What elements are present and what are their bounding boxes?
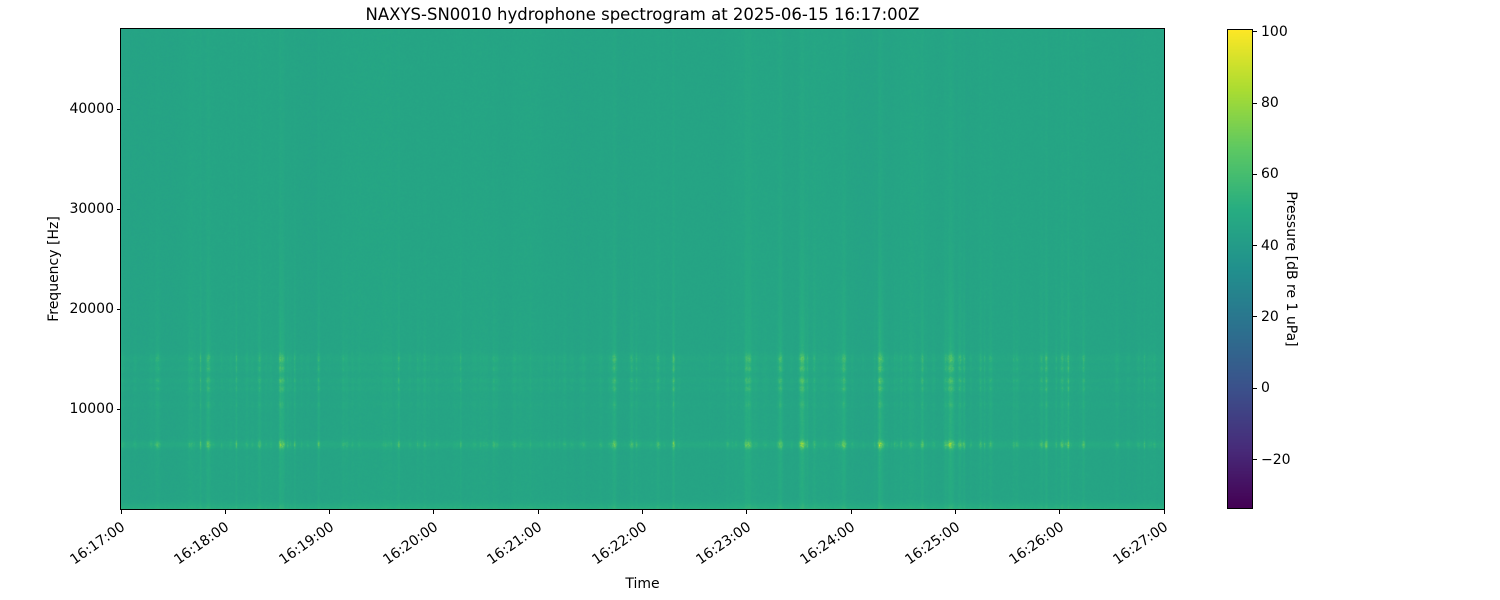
y-tick-label: 10000 (69, 401, 114, 417)
x-tick-label: 16:21:00 (484, 519, 546, 569)
colorbar-tick-label: 80 (1261, 95, 1279, 112)
chart-title: NAXYS-SN0010 hydrophone spectrogram at 2… (365, 5, 920, 24)
y-tick-mark (117, 108, 121, 110)
x-tick-mark (120, 510, 122, 514)
colorbar-gradient (1228, 30, 1252, 508)
colorbar-tick-mark (1253, 459, 1257, 461)
x-tick-mark (224, 510, 226, 514)
x-tick-label: 16:18:00 (171, 519, 233, 569)
colorbar-tick-label: 100 (1261, 23, 1288, 40)
colorbar-tick-label: −20 (1261, 451, 1291, 468)
x-tick-label: 16:24:00 (797, 519, 859, 569)
spectrogram-plot-area (120, 28, 1165, 510)
y-tick-mark (117, 308, 121, 310)
colorbar-tick-mark (1253, 316, 1257, 318)
colorbar-tick-mark (1253, 102, 1257, 104)
x-tick-label: 16:19:00 (276, 519, 337, 569)
x-tick-mark (642, 510, 643, 514)
x-tick-mark (850, 510, 852, 514)
x-tick-mark (1059, 510, 1061, 514)
x-tick-mark (1163, 510, 1165, 514)
colorbar-tick-mark (1253, 387, 1257, 389)
colorbar-tick-mark (1253, 31, 1257, 33)
y-tick-label: 20000 (69, 301, 114, 317)
colorbar-tick-mark (1253, 245, 1257, 247)
spectrogram-canvas (121, 29, 1164, 509)
x-tick-label: 16:23:00 (693, 519, 754, 569)
x-tick-label: 16:25:00 (901, 519, 963, 569)
y-tick-mark (117, 208, 121, 210)
x-axis-label: Time (625, 576, 660, 592)
y-tick-label: 30000 (69, 201, 114, 217)
x-tick-mark (537, 510, 539, 514)
colorbar-tick-label: 20 (1261, 308, 1279, 325)
x-tick-mark (746, 510, 748, 514)
colorbar-tick-mark (1253, 173, 1257, 175)
x-tick-mark (954, 510, 956, 514)
colorbar (1227, 29, 1253, 509)
y-tick-label: 40000 (69, 101, 114, 117)
colorbar-tick-label: 40 (1261, 237, 1279, 254)
x-tick-mark (329, 510, 331, 514)
x-tick-label: 16:22:00 (588, 519, 650, 569)
x-tick-label: 16:17:00 (67, 519, 129, 569)
y-tick-mark (117, 408, 121, 410)
x-tick-label: 16:27:00 (1110, 519, 1172, 569)
colorbar-tick-label: 0 (1261, 380, 1270, 397)
x-tick-label: 16:20:00 (380, 519, 442, 569)
colorbar-tick-label: 60 (1261, 166, 1279, 183)
x-tick-label: 16:26:00 (1006, 519, 1067, 569)
x-tick-mark (433, 510, 435, 514)
